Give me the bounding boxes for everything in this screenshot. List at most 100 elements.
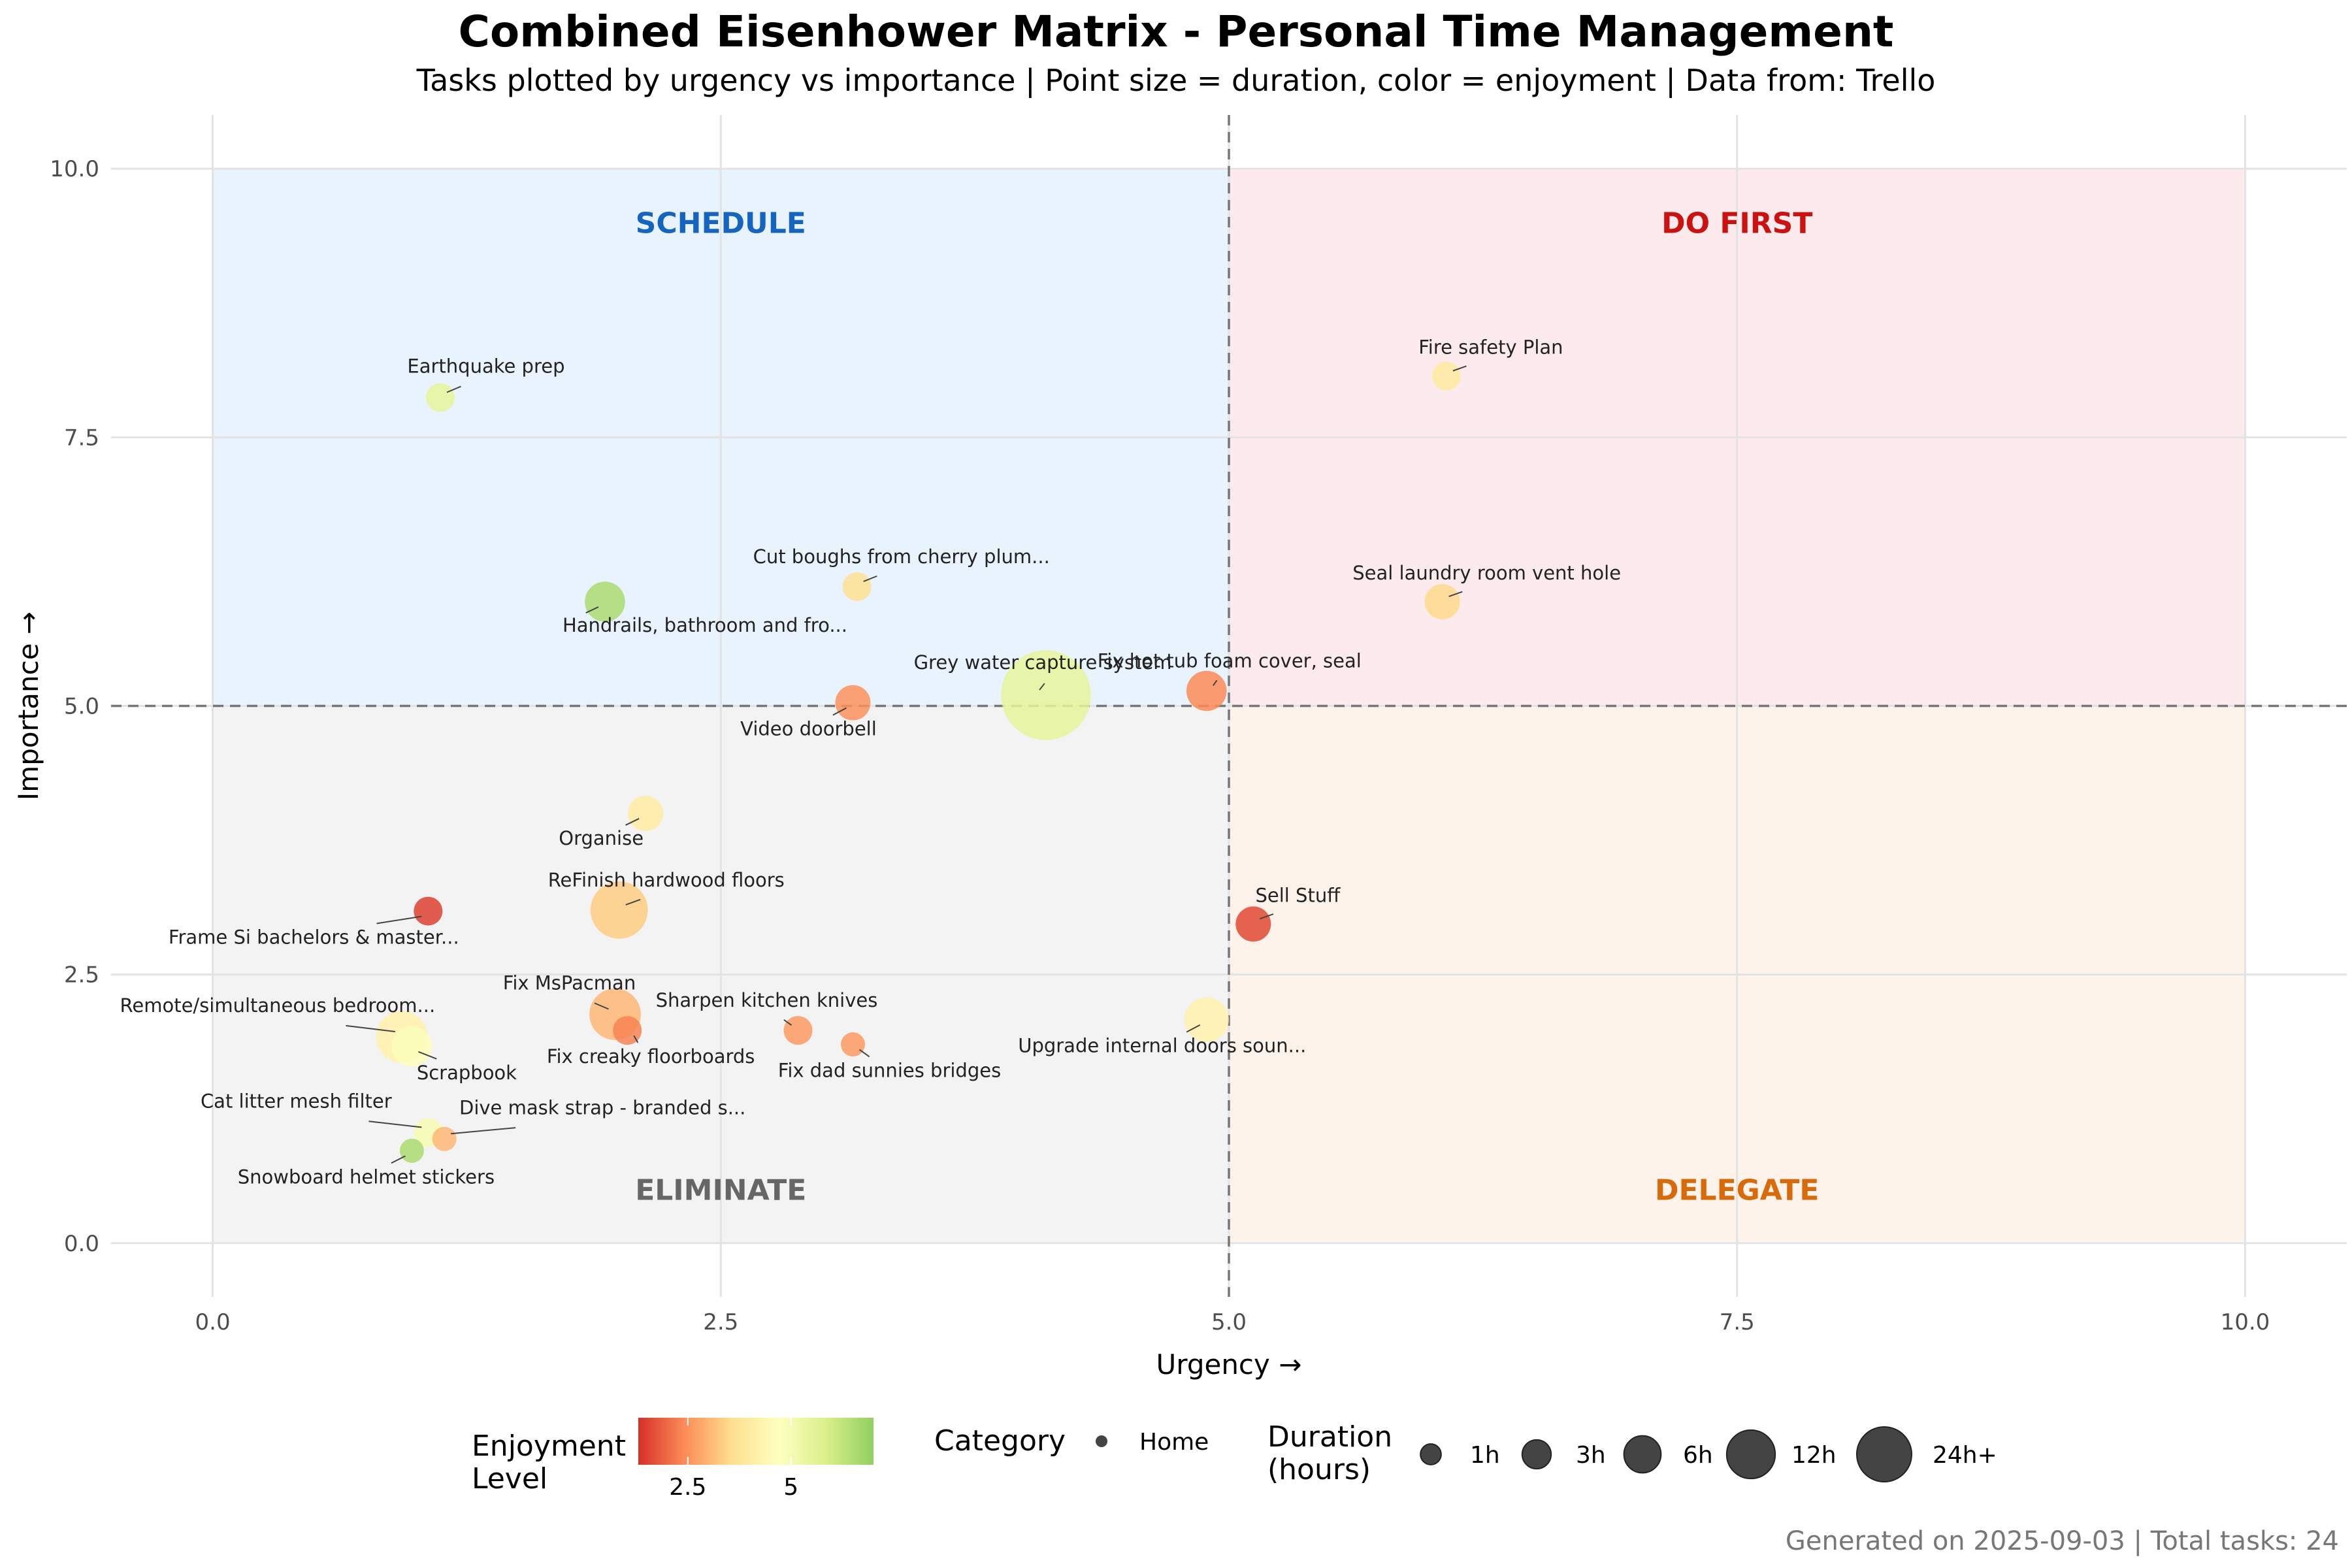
point-label: Video doorbell (740, 718, 877, 740)
legend-category-title: Category (934, 1424, 1066, 1458)
chart-subtitle: Tasks plotted by urgency vs importance |… (416, 63, 1936, 98)
label-leader-line (1259, 913, 1274, 920)
duration-marker (1623, 1435, 1662, 1474)
label-leader-line (446, 385, 461, 393)
label-leader-line (391, 1155, 406, 1164)
legend-category-item: Home (1139, 1429, 1209, 1456)
point-label: Fire safety Plan (1418, 336, 1563, 359)
legend-duration-item: 12h (1791, 1442, 1837, 1469)
data-point (628, 795, 664, 831)
data-point (1431, 361, 1461, 391)
x-axis-title: Urgency → (1156, 1348, 1302, 1380)
point-label: Earthquake prep (407, 355, 564, 378)
data-point (590, 881, 648, 939)
data-point (1235, 906, 1271, 942)
label-leader-line (832, 707, 847, 716)
label-leader-line (585, 606, 599, 613)
point-label: Fix creaky floorboards (547, 1045, 755, 1068)
duration-marker (1521, 1439, 1552, 1470)
colorbar-tick-label: 5 (783, 1474, 798, 1501)
y-tick-label: 5.0 (64, 694, 99, 720)
label-leader-line (633, 1035, 639, 1043)
point-label: Dive mask strap - branded s... (459, 1096, 745, 1119)
point-label: Snowboard helmet stickers (238, 1166, 495, 1188)
data-point (835, 685, 871, 721)
label-leader-line (783, 1019, 792, 1026)
data-point (613, 1016, 642, 1045)
label-leader-line (376, 915, 422, 924)
data-point (1424, 584, 1460, 619)
legend-duration-item: 3h (1576, 1442, 1606, 1469)
x-tick-label: 7.5 (1720, 1309, 1755, 1335)
data-point (391, 1026, 433, 1067)
legend-duration-title: (hours) (1267, 1453, 1371, 1486)
data-point (585, 581, 625, 622)
x-tick-label: 5.0 (1211, 1309, 1247, 1335)
legend-enjoyment-title: Enjoyment (472, 1429, 626, 1463)
legend-enjoyment-title: Level (472, 1462, 547, 1495)
data-point (783, 1016, 813, 1045)
label-leader-line (1212, 679, 1218, 687)
colorbar-tick-label: 2.5 (669, 1474, 706, 1501)
point-label: Cat litter mesh filter (201, 1090, 392, 1112)
x-tick-label: 0.0 (195, 1309, 231, 1335)
label-leader-line (1448, 591, 1463, 597)
point-label: Upgrade internal doors soun... (1018, 1035, 1306, 1057)
label-leader-line (368, 1120, 422, 1128)
y-tick-label: 2.5 (64, 962, 99, 988)
point-label: Cut boughs from cherry plum... (753, 546, 1050, 568)
y-tick-label: 10.0 (50, 156, 99, 182)
legend-duration-item: 24h+ (1933, 1442, 1997, 1469)
point-label: Fix MsPacman (503, 972, 636, 994)
label-leader-line (594, 1002, 609, 1010)
y-tick-label: 7.5 (64, 425, 99, 451)
point-label: Seal laundry room vent hole (1352, 562, 1621, 584)
label-leader-line (418, 1051, 437, 1060)
label-leader-line (451, 1127, 516, 1135)
duration-marker (1856, 1426, 1912, 1482)
label-leader-line (1186, 1024, 1201, 1033)
duration-marker (1420, 1443, 1442, 1465)
point-label: Scrapbook (417, 1062, 517, 1084)
legend-duration-item: 6h (1683, 1442, 1713, 1469)
y-tick-label: 0.0 (64, 1231, 99, 1257)
data-point (399, 1138, 424, 1163)
y-axis-title: Importance → (12, 612, 44, 800)
quadrant-label-schedule: SCHEDULE (636, 206, 806, 240)
point-label: Remote/simultaneous bedroom... (120, 994, 436, 1017)
data-point (840, 1032, 865, 1057)
label-leader-line (1452, 365, 1467, 372)
point-label: Handrails, bathroom and fro... (563, 614, 847, 636)
label-leader-line (858, 1049, 870, 1058)
data-point (432, 1126, 457, 1151)
category-marker (1096, 1435, 1107, 1447)
data-point (425, 383, 455, 412)
label-leader-line (346, 1024, 395, 1033)
label-leader-line (625, 898, 641, 906)
label-leader-line (1039, 683, 1045, 691)
point-label: Sell Stuff (1255, 884, 1341, 906)
point-label: Grey water capture system (914, 651, 1172, 674)
x-tick-label: 2.5 (703, 1309, 738, 1335)
quadrant-label-eliminate: ELIMINATE (635, 1174, 806, 1207)
data-point (414, 896, 443, 926)
footer-note: Generated on 2025-09-03 | Total tasks: 2… (1785, 1526, 2339, 1556)
point-label: ReFinish hardwood floors (548, 869, 785, 891)
quadrant-label-delegate: DELEGATE (1655, 1174, 1820, 1207)
data-point (842, 572, 872, 601)
point-label: Frame Si bachelors & master... (169, 926, 459, 949)
duration-marker (1725, 1429, 1776, 1480)
x-tick-label: 10.0 (2221, 1309, 2270, 1335)
enjoyment-colorbar (638, 1418, 874, 1465)
label-leader-line (863, 575, 877, 582)
legend-duration-title: Duration (1267, 1420, 1392, 1454)
data-point (1001, 650, 1091, 740)
data-point (1184, 997, 1229, 1042)
chart-title: Combined Eisenhower Matrix - Personal Ti… (458, 7, 1894, 57)
legend-duration-item: 1h (1470, 1442, 1500, 1469)
point-label: Fix hot tub foam cover, seal (1098, 649, 1362, 672)
quadrant-label-do-first: DO FIRST (1661, 206, 1812, 240)
data-point (1186, 670, 1227, 711)
point-label: Organise (559, 827, 644, 849)
